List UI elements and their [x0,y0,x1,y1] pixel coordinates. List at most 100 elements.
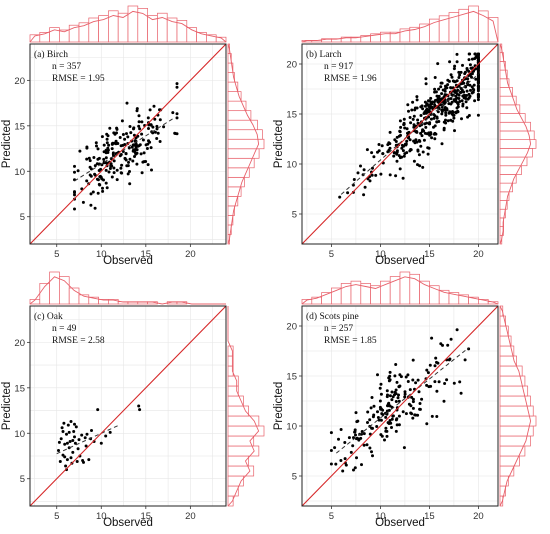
scatter-point [140,120,144,124]
scatter-point [69,420,73,423]
scatter-point [73,441,77,445]
scatter-point [141,138,145,142]
scatter-point [458,91,462,94]
scatter-point [146,163,150,167]
scatter-point [398,156,402,160]
scatter-point [368,418,372,422]
right-density-curve [499,305,532,507]
scatter-point [150,168,153,172]
scatter-point [137,120,141,124]
scatter-point [434,356,438,360]
scatter-point [447,102,451,106]
scatter-point [338,195,342,199]
scatter-point [456,102,460,106]
scatter-point [419,105,423,109]
scatter-point [401,149,405,153]
scatter-point [112,131,116,135]
scatter-point [457,70,461,74]
scatter-point [376,373,379,377]
scatter-point [133,155,136,158]
scatter-point [110,175,114,179]
scatter-point [149,123,153,127]
scatter-point [424,125,428,129]
scatter-point [396,396,400,400]
scatter-point [388,173,392,177]
scatter-point [436,62,440,66]
scatter-point [394,400,398,403]
scatter-point [106,146,110,150]
y-axis-label: Predicted [1,120,13,169]
scatter-point [96,191,100,195]
scatter-point [372,413,376,417]
scatter-point [476,98,480,102]
scatter-point [435,115,439,119]
plot-frame [301,305,499,507]
scatter-point [426,152,430,156]
scatter-point [379,392,383,396]
scatter-point [440,108,444,112]
scatter-point [362,432,366,436]
scatter-point [334,462,338,466]
scatter-point [426,103,430,107]
scatter-point [445,378,449,382]
scatter-point [452,116,456,120]
scatter-point [95,162,99,166]
scatter-point [388,130,392,134]
scatter-point [411,406,415,410]
scatter-point [419,144,423,148]
scatter-point [473,52,477,56]
y-tick-label: 10 [14,429,25,440]
scatter-point [476,77,480,81]
scatter-point [135,162,139,166]
scatter-point [469,88,472,92]
scatter-point [352,178,356,181]
scatter-point [467,96,471,100]
scatter-point [433,76,437,79]
scatter-point [100,135,104,139]
scatter-point [145,147,149,150]
y-tick-label: 20 [286,60,297,71]
scatter-point [449,86,453,90]
scatter-point [455,328,459,332]
scatter-point [460,82,464,85]
scatter-point [410,108,414,112]
scatter-point [435,415,439,418]
scatter-point [387,408,391,412]
scatter-point [121,133,125,136]
scatter-point [108,430,112,434]
scatter-point [73,422,76,426]
scatter-point [59,437,63,441]
scatter-point [347,436,351,440]
histogram-bar [215,36,227,43]
x-axis-label: Observed [375,517,425,529]
scatter-point [119,144,123,148]
scatter-point [440,142,444,146]
scatter-point [369,406,373,410]
scatter-point [432,125,435,129]
n-label: n = 257 [324,324,353,334]
scatter-point [106,134,110,138]
scatter-point [156,131,160,135]
scatter-point [401,176,405,180]
scatter-point [102,157,106,161]
scatter-point [419,114,423,117]
x-axis-label: Observed [103,255,153,267]
y-tick-label: 5 [292,210,297,221]
y-tick-label: 15 [286,110,297,121]
scatter-point [135,148,139,152]
scatter-point [81,459,85,462]
scatter-point [377,418,381,422]
scatter-point [73,207,76,211]
scatter-point [458,100,462,103]
scatter-point [73,435,76,439]
scatter-point [124,152,128,155]
scatter-point [401,410,405,414]
scatter-point [424,77,428,81]
scatter-point [462,90,466,94]
scatter-point [449,337,453,341]
scatter-point [376,416,380,419]
scatter-point [105,186,109,190]
scatter-point [353,466,357,470]
scatter-point [439,85,443,89]
scatter-point [398,373,402,377]
